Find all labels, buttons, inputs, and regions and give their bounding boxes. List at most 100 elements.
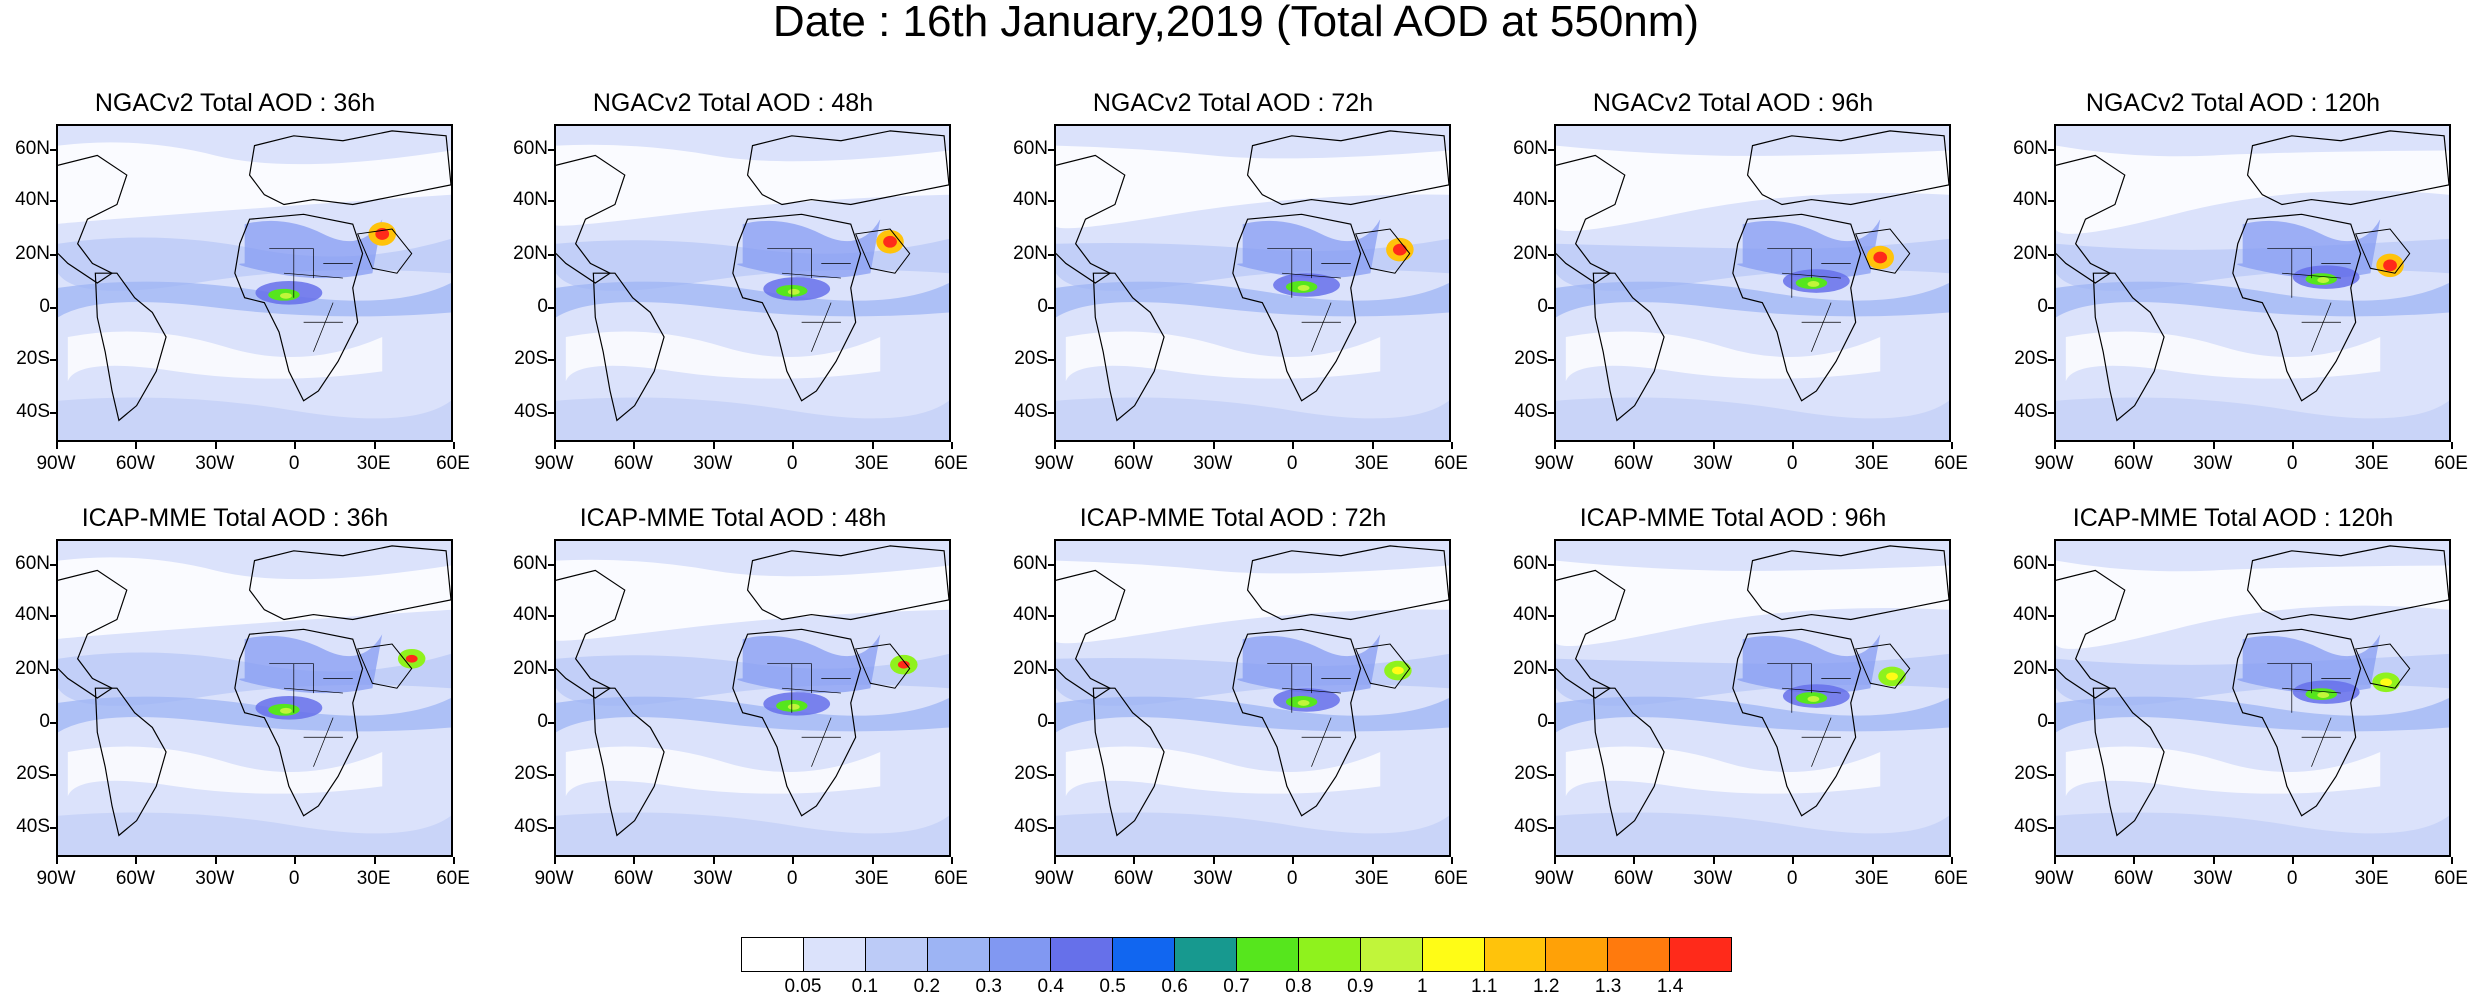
colorbar-box: [927, 938, 990, 971]
colorbar-box: [1051, 938, 1114, 971]
latitude-tick: [548, 306, 554, 309]
latitude-tick: [50, 359, 56, 362]
longitude-tick-label: 30W: [693, 453, 733, 474]
latitude-tick-label: 40N: [1013, 189, 1048, 211]
colorbar-label: 0.6: [1161, 976, 1188, 997]
latitude-tick-label: 40S: [2014, 400, 2048, 422]
longitude-tick-label: 30E: [1354, 868, 1389, 889]
panel-title: ICAP-MME Total AOD : 48h: [579, 504, 887, 532]
longitude-tick-label: 0: [1786, 868, 1798, 889]
latitude-tick: [2048, 615, 2054, 618]
latitude-tick-label: 60N: [1013, 553, 1048, 575]
longitude-tick: [871, 857, 874, 864]
latitude-tick: [548, 411, 554, 414]
latitude-tick-label: 20S: [514, 763, 548, 785]
map-panel: ICAP-MME Total AOD : 72h 60N 40N 20N 0 20S 40…: [998, 503, 1468, 933]
colorbar-label: 0.9: [1347, 976, 1374, 997]
longitude-tick: [2133, 857, 2136, 864]
longitude-tick: [2371, 442, 2374, 449]
longitude-tick-label: 60W: [1113, 453, 1153, 474]
longitude-tick: [1792, 442, 1795, 449]
latitude-tick: [2048, 721, 2054, 724]
longitude-tick-label: 90W: [1034, 453, 1074, 474]
latitude-tick-label: 20S: [1514, 763, 1548, 785]
longitude-tick: [1054, 442, 1056, 449]
latitude-tick-label: 20S: [2014, 348, 2048, 370]
longitude-tick: [633, 442, 636, 449]
latitude-tick-label: 20N: [1013, 243, 1048, 265]
aod-field: [58, 126, 451, 440]
latitude-tick: [50, 411, 56, 414]
latitude-tick: [1048, 774, 1054, 777]
map-frame: [56, 539, 453, 857]
latitude-tick: [50, 306, 56, 309]
colorbar-box: [803, 938, 866, 971]
longitude-tick-label: 60E: [934, 453, 968, 474]
longitude-tick: [1554, 442, 1556, 449]
latitude-tick-label: 60N: [2013, 553, 2048, 575]
longitude-tick: [1371, 442, 1374, 449]
latitude-tick: [1548, 254, 1554, 257]
latitude-tick-label: 40S: [16, 815, 50, 837]
longitude-tick-label: 30E: [1854, 868, 1889, 889]
longitude-tick-label: 0: [1786, 453, 1798, 474]
longitude-tick-label: 30E: [2354, 453, 2389, 474]
longitude-tick: [1871, 857, 1874, 864]
map-frame: [1054, 539, 1451, 857]
panel-title: NGACv2 Total AOD : 48h: [592, 89, 874, 117]
latitude-tick: [2048, 411, 2054, 414]
longitude-tick: [214, 442, 217, 449]
longitude-tick: [712, 442, 715, 449]
latitude-tick-label: 60N: [15, 138, 50, 160]
colorbar-box: [1175, 938, 1237, 971]
latitude-tick: [1548, 149, 1554, 152]
latitude-tick: [548, 149, 554, 152]
latitude-tick: [1048, 564, 1054, 567]
latitude-tick: [1548, 721, 1554, 724]
longitude-tick: [1133, 442, 1136, 449]
latitude-tick: [1548, 615, 1554, 618]
latitude-tick-label: 40N: [1013, 604, 1048, 626]
map-frame: [554, 124, 951, 442]
latitude-tick-label: 0: [537, 710, 548, 732]
latitude-tick-label: 20N: [15, 243, 50, 265]
map-panel: ICAP-MME Total AOD : 96h 60N 40N 20N 0 20S 40…: [1498, 503, 1968, 933]
longitude-tick: [633, 857, 636, 864]
latitude-tick: [50, 254, 56, 257]
longitude-tick-label: 60E: [934, 868, 968, 889]
latitude-tick: [50, 669, 56, 672]
latitude-tick: [50, 721, 56, 724]
longitude-tick-label: 0: [2286, 453, 2298, 474]
longitude-tick-label: 60W: [2113, 453, 2153, 474]
colorbar-box: [1484, 938, 1547, 971]
longitude-tick: [1633, 857, 1636, 864]
latitude-tick: [548, 669, 554, 672]
longitude-tick-label: 60E: [2434, 868, 2468, 889]
longitude-tick: [792, 857, 795, 864]
longitude-tick: [871, 442, 874, 449]
longitude-tick: [1212, 857, 1215, 864]
latitude-tick-label: 20S: [2014, 763, 2048, 785]
latitude-tick-label: 20N: [2013, 243, 2048, 265]
longitude-tick-label: 30E: [854, 453, 889, 474]
latitude-tick-label: 0: [39, 295, 50, 317]
latitude-tick-label: 20S: [16, 763, 50, 785]
aod-field: [2056, 126, 2449, 440]
latitude-tick: [548, 359, 554, 362]
longitude-tick: [2054, 857, 2056, 864]
longitude-tick: [1451, 857, 1453, 864]
aod-field: [1556, 541, 1949, 855]
longitude-tick-label: 30E: [2354, 868, 2389, 889]
map-panel: ICAP-MME Total AOD : 120h 60N 40N 20N 0 20S 4…: [1998, 503, 2468, 933]
colorbar-box: [1298, 938, 1361, 971]
longitude-tick-label: 30W: [2193, 453, 2233, 474]
latitude-tick: [1048, 254, 1054, 257]
longitude-tick: [56, 442, 58, 449]
longitude-tick-label: 30W: [2193, 868, 2233, 889]
longitude-tick: [1633, 442, 1636, 449]
latitude-tick-label: 20N: [15, 658, 50, 680]
latitude-tick-label: 40N: [1513, 604, 1548, 626]
latitude-tick-label: 40S: [1514, 815, 1548, 837]
latitude-tick: [1548, 200, 1554, 203]
longitude-tick: [554, 442, 556, 449]
